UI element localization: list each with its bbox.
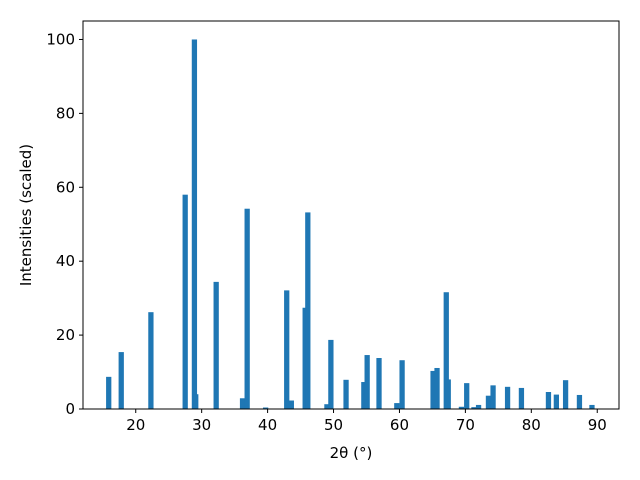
x-tick-label: 80 (522, 416, 541, 434)
bar (239, 398, 246, 409)
bar (361, 382, 367, 409)
y-tick-label: 0 (65, 400, 75, 418)
bar (376, 358, 382, 409)
bar (518, 387, 525, 409)
plot-frame (82, 20, 620, 410)
bar (443, 292, 449, 409)
bar (553, 394, 559, 409)
bar (430, 370, 436, 409)
bar (445, 379, 451, 409)
bar (399, 360, 405, 409)
bar (504, 386, 511, 409)
y-axis-ticks: 0 20 40 60 80 100 (46, 30, 83, 418)
bar (394, 403, 400, 409)
bar (490, 385, 496, 409)
x-tick-label: 60 (390, 416, 409, 434)
x-tick-label: 40 (258, 416, 277, 434)
x-tick-label: 20 (126, 416, 145, 434)
bar (191, 39, 198, 409)
y-tick-label: 60 (56, 178, 75, 196)
bar (464, 383, 470, 409)
x-axis-label: 2θ (°) (330, 444, 373, 462)
y-tick-label: 80 (56, 104, 75, 122)
bar (343, 379, 349, 409)
bar (284, 290, 290, 409)
y-axis-label: Intensities (scaled) (17, 144, 35, 286)
y-tick-label: 40 (56, 252, 75, 270)
bar (262, 407, 269, 409)
bar (458, 406, 465, 409)
bar (302, 307, 308, 409)
x-tick-label: 50 (324, 416, 343, 434)
bar (589, 404, 595, 409)
bar-series (106, 39, 595, 409)
x-tick-label: 30 (192, 416, 211, 434)
bar (485, 395, 492, 409)
bar (244, 208, 250, 409)
bar (434, 367, 440, 409)
x-tick-label: 70 (456, 416, 475, 434)
bar (471, 407, 477, 409)
bar (193, 394, 199, 409)
bar (288, 400, 294, 409)
bar (324, 404, 330, 409)
bar (106, 376, 112, 409)
bar (182, 194, 188, 409)
x-axis-ticks: 20 30 40 50 60 70 80 90 (126, 409, 607, 434)
x-tick-label: 90 (588, 416, 607, 434)
y-tick-label: 100 (46, 30, 75, 48)
y-tick-label: 20 (56, 326, 75, 344)
bar (364, 355, 370, 409)
bar (213, 281, 219, 409)
bar (148, 312, 154, 409)
bar (328, 339, 334, 409)
bar (545, 392, 552, 409)
bar (305, 212, 311, 409)
bar (118, 352, 124, 409)
bar (576, 394, 583, 409)
bar (562, 380, 569, 409)
bar (475, 404, 482, 409)
